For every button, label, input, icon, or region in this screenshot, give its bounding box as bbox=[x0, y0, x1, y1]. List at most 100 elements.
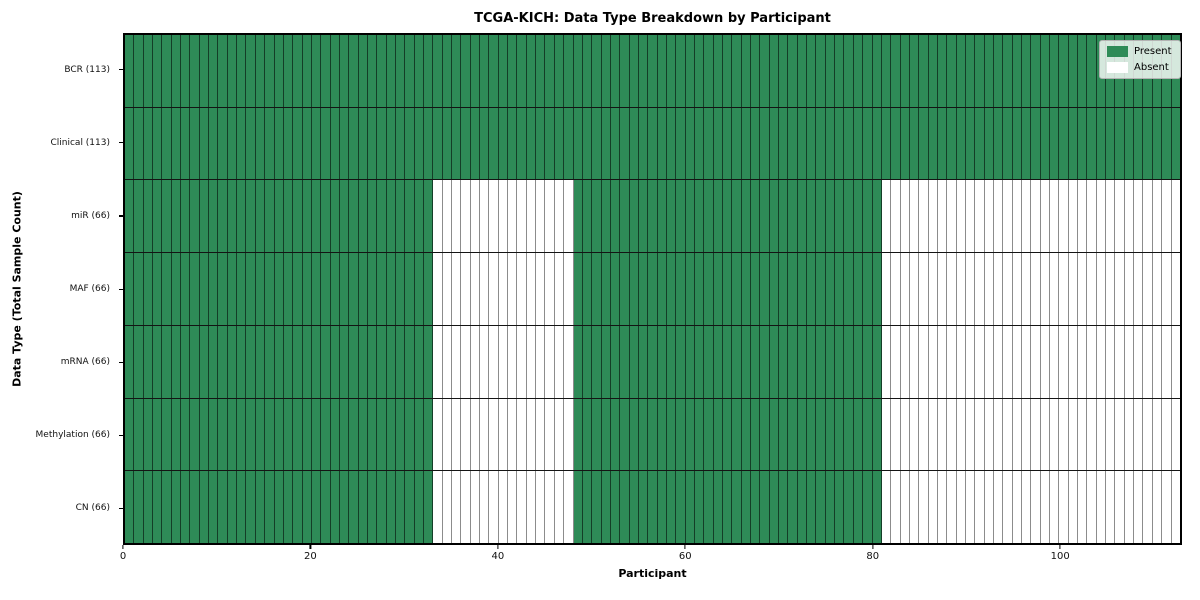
xtick-mark bbox=[684, 545, 686, 549]
present-cell bbox=[181, 107, 191, 180]
absent-cell bbox=[1124, 398, 1135, 471]
absent-cell bbox=[1087, 398, 1097, 471]
present-cell bbox=[209, 325, 219, 398]
absent-cell bbox=[470, 471, 481, 544]
present-cell bbox=[601, 398, 611, 471]
present-cell bbox=[863, 325, 873, 398]
present-cell bbox=[844, 107, 854, 180]
present-cell bbox=[732, 253, 742, 325]
present-cell bbox=[741, 398, 752, 471]
absent-cell bbox=[1068, 398, 1079, 471]
present-cell bbox=[554, 35, 565, 107]
present-cell bbox=[610, 180, 621, 253]
present-cell bbox=[685, 325, 695, 398]
present-cell bbox=[283, 180, 294, 253]
absent-cell bbox=[1022, 471, 1032, 544]
present-cell bbox=[891, 35, 901, 107]
present-cell bbox=[209, 107, 219, 180]
present-cell bbox=[367, 180, 378, 253]
present-cell bbox=[349, 35, 359, 107]
present-cell bbox=[190, 253, 200, 325]
present-cell bbox=[349, 107, 359, 180]
present-cell bbox=[293, 325, 303, 398]
absent-cell bbox=[891, 398, 901, 471]
absent-cell bbox=[480, 325, 490, 398]
present-cell bbox=[760, 107, 770, 180]
absent-cell bbox=[433, 471, 443, 544]
present-cell bbox=[872, 180, 882, 253]
present-cell bbox=[657, 398, 667, 471]
absent-cell bbox=[1162, 398, 1172, 471]
legend-swatch-present bbox=[1107, 46, 1128, 57]
present-cell bbox=[395, 398, 406, 471]
absent-cell bbox=[508, 253, 518, 325]
present-cell bbox=[638, 180, 649, 253]
absent-cell bbox=[480, 253, 490, 325]
absent-cell bbox=[881, 325, 892, 398]
absent-cell bbox=[1115, 471, 1125, 544]
present-cell bbox=[732, 35, 742, 107]
present-cell bbox=[788, 107, 798, 180]
present-cell bbox=[807, 35, 817, 107]
absent-cell bbox=[909, 325, 920, 398]
present-cell bbox=[807, 471, 817, 544]
xtick-mark bbox=[1059, 545, 1061, 549]
absent-cell bbox=[1143, 325, 1153, 398]
present-cell bbox=[349, 180, 359, 253]
present-cell bbox=[835, 398, 845, 471]
present-cell bbox=[405, 35, 415, 107]
present-cell bbox=[461, 107, 471, 180]
absent-cell bbox=[452, 471, 462, 544]
present-cell bbox=[498, 107, 509, 180]
present-cell bbox=[302, 107, 312, 180]
absent-cell bbox=[909, 180, 920, 253]
present-cell bbox=[358, 398, 368, 471]
absent-cell bbox=[1134, 253, 1144, 325]
present-cell bbox=[171, 107, 182, 180]
present-cell bbox=[610, 471, 621, 544]
present-cell bbox=[536, 107, 546, 180]
absent-cell bbox=[1003, 471, 1013, 544]
absent-cell bbox=[1171, 180, 1180, 253]
present-cell bbox=[1003, 107, 1013, 180]
absent-cell bbox=[909, 253, 920, 325]
absent-cell bbox=[1068, 253, 1079, 325]
present-cell bbox=[779, 253, 789, 325]
present-cell bbox=[330, 107, 340, 180]
absent-cell bbox=[1040, 253, 1051, 325]
absent-cell bbox=[1031, 398, 1041, 471]
present-cell bbox=[723, 180, 733, 253]
absent-cell bbox=[545, 253, 555, 325]
present-cell bbox=[844, 35, 854, 107]
present-cell bbox=[395, 471, 406, 544]
absent-cell bbox=[928, 325, 938, 398]
present-cell bbox=[339, 253, 350, 325]
present-cell bbox=[629, 471, 639, 544]
present-cell bbox=[293, 253, 303, 325]
present-cell bbox=[386, 35, 396, 107]
ytick-mark bbox=[119, 507, 123, 510]
absent-cell bbox=[1078, 325, 1088, 398]
absent-cell bbox=[536, 253, 546, 325]
absent-cell bbox=[564, 180, 574, 253]
present-cell bbox=[666, 253, 677, 325]
present-cell bbox=[134, 471, 144, 544]
present-cell bbox=[246, 471, 256, 544]
present-cell bbox=[685, 35, 695, 107]
absent-cell bbox=[1134, 398, 1144, 471]
present-cell bbox=[498, 35, 509, 107]
present-cell bbox=[265, 253, 275, 325]
absent-cell bbox=[1171, 471, 1180, 544]
chart-title: TCGA-KICH: Data Type Breakdown by Partic… bbox=[474, 11, 831, 26]
present-cell bbox=[1152, 107, 1163, 180]
absent-cell bbox=[489, 325, 499, 398]
absent-cell bbox=[1078, 398, 1088, 471]
present-cell bbox=[648, 325, 658, 398]
present-cell bbox=[153, 253, 163, 325]
present-cell bbox=[339, 325, 350, 398]
present-cell bbox=[788, 253, 798, 325]
present-cell bbox=[1134, 107, 1144, 180]
absent-cell bbox=[975, 398, 985, 471]
present-cell bbox=[302, 325, 312, 398]
absent-cell bbox=[937, 253, 948, 325]
